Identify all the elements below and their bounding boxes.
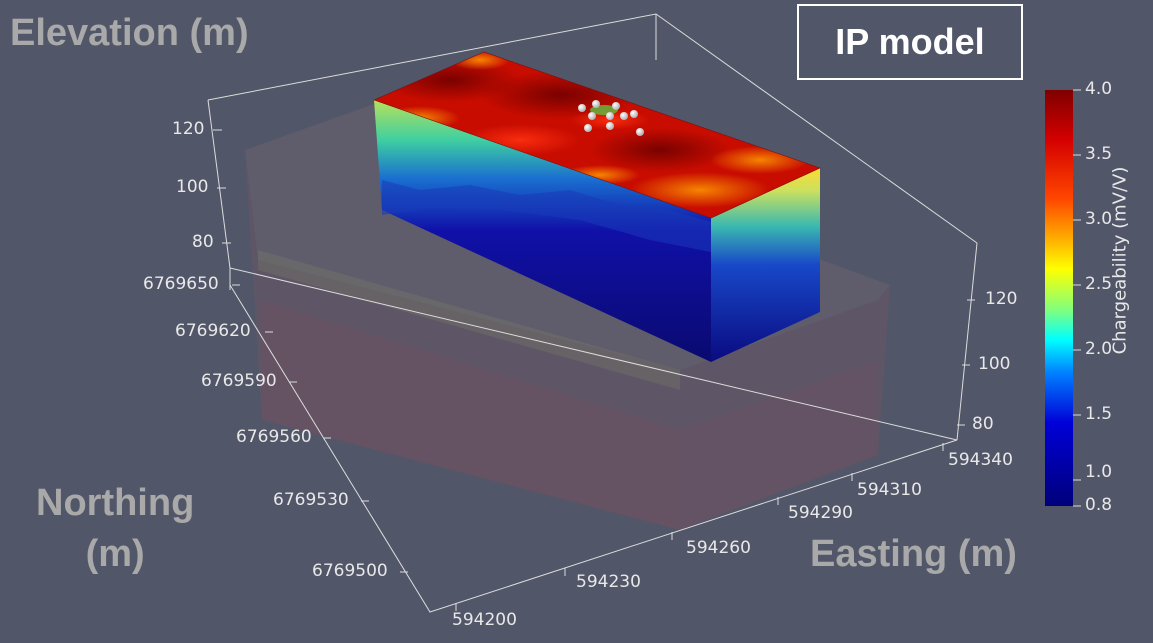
- elevation-axis-title: Elevation (m): [10, 12, 249, 54]
- easting-tick: 594260: [686, 538, 751, 558]
- model-side-face: [711, 168, 820, 362]
- elevation-tick: 100: [176, 177, 209, 197]
- easting-tick: 594230: [576, 572, 641, 592]
- easting-tick: 594290: [788, 503, 853, 523]
- elevation-right-tick: 80: [972, 414, 994, 434]
- elevation-right-tick: 100: [978, 354, 1011, 374]
- northing-title-line1: Northing: [36, 482, 195, 524]
- easting-tick: 594310: [857, 480, 922, 500]
- northing-tick: 6769530: [273, 490, 349, 510]
- elevation-tick: 80: [192, 232, 214, 252]
- model-top-face: [374, 52, 820, 218]
- colorbar-ticks: [1073, 89, 1081, 507]
- colorbar-tick-label: 3.0: [1085, 209, 1113, 229]
- easting-axis-title: Easting (m): [810, 533, 1017, 575]
- northing-tick: 6769590: [201, 371, 277, 391]
- colorbar-tick-label: 1.0: [1085, 462, 1113, 482]
- colorbar-tick-label: 2.5: [1085, 274, 1113, 294]
- colorbar-tick-label: 1.5: [1085, 404, 1113, 424]
- elevation-tick: 120: [172, 119, 205, 139]
- colorbar-label: Chargeability (mV/V): [1109, 166, 1131, 355]
- colorbar-tick-label: 2.0: [1085, 339, 1113, 359]
- northing-axis-title: Northing (m): [36, 478, 194, 581]
- easting-tick: 594340: [948, 450, 1013, 470]
- colorbar-tick-label: 3.5: [1085, 144, 1113, 164]
- northing-tick: 6769560: [236, 427, 312, 447]
- colorbar-tick-label: 0.8: [1085, 495, 1113, 515]
- northing-tick: 6769500: [312, 561, 388, 581]
- model-front-face: [374, 100, 711, 362]
- northing-tick: 6769620: [175, 321, 251, 341]
- elevation-right-tick: 120: [985, 289, 1018, 309]
- northing-title-line2: (m): [85, 533, 145, 576]
- ip-model-label: IP model: [797, 4, 1023, 80]
- northing-tick: 6769650: [143, 274, 219, 294]
- colorbar: [1045, 90, 1073, 506]
- tick-marks: [213, 129, 975, 611]
- colorbar-tick-label: 4.0: [1085, 79, 1113, 99]
- easting-tick: 594200: [452, 610, 517, 630]
- borehole-markers: [578, 100, 644, 136]
- bounding-box: [207, 13, 978, 613]
